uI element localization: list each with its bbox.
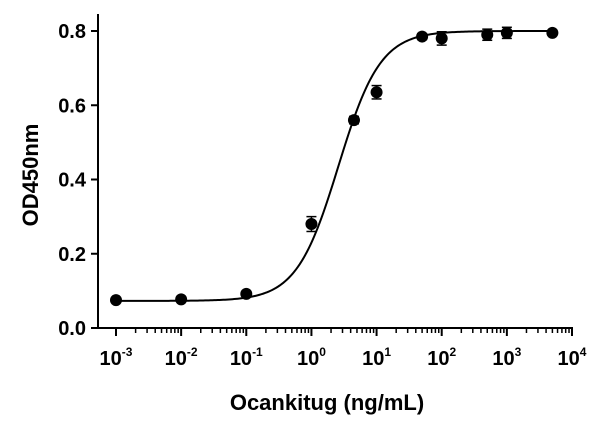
- y-tick-label: 0.0: [58, 318, 86, 340]
- x-tick-label: 104: [558, 345, 587, 370]
- y-tick-label: 0.4: [58, 170, 87, 192]
- x-tick-label: 101: [362, 345, 391, 370]
- data-marker: [481, 28, 494, 41]
- x-tick-label: 10-1: [230, 345, 263, 370]
- data-marker: [435, 32, 448, 45]
- x-tick-label: 100: [297, 345, 326, 370]
- fit-curve-layer: [116, 30, 553, 302]
- data-point: [435, 30, 448, 46]
- data-marker: [500, 26, 513, 39]
- data-point: [240, 287, 253, 300]
- data-marker: [370, 86, 383, 99]
- x-axis-title: Ocankitug (ng/mL): [230, 390, 424, 415]
- data-marker: [175, 293, 188, 306]
- data-marker: [240, 287, 253, 300]
- data-point: [370, 84, 383, 100]
- data-marker: [110, 294, 122, 307]
- data-point: [546, 26, 559, 39]
- data-marker: [416, 30, 429, 43]
- axes: 0.0 0.2 0.4 0.6 0.8 10-3 10-2 10-1 100 101 102 103 1…: [58, 14, 587, 370]
- data-point: [175, 293, 188, 306]
- y-axis-title: OD450nm: [18, 124, 43, 227]
- data-point: [347, 114, 360, 127]
- data-point: [416, 30, 429, 43]
- fit-curve: [116, 30, 553, 302]
- data-marker: [546, 26, 559, 39]
- x-tick-label: 103: [492, 345, 521, 370]
- x-tick-label: 10-3: [100, 345, 133, 370]
- data-marker: [347, 114, 360, 127]
- data-marker: [305, 218, 318, 231]
- y-tick-label: 0.8: [58, 21, 86, 43]
- data-points-layer: [110, 26, 559, 307]
- data-point: [481, 28, 494, 42]
- data-point: [305, 215, 318, 233]
- x-tick-label: 102: [427, 345, 456, 370]
- data-point: [110, 294, 122, 307]
- y-tick-label: 0.6: [58, 95, 86, 117]
- data-point: [500, 26, 513, 40]
- y-tick-label: 0.2: [58, 244, 86, 266]
- x-tick-label: 10-2: [165, 345, 198, 370]
